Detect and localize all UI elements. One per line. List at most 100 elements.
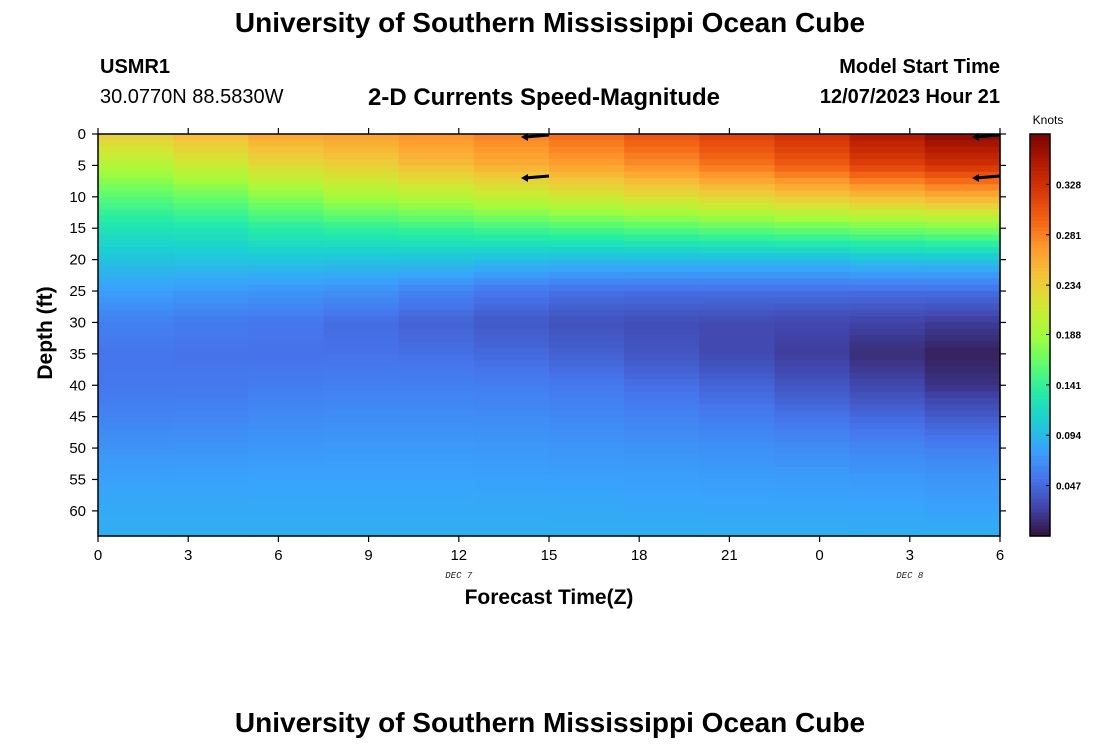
heatmap-cell	[323, 146, 400, 154]
heatmap-cell	[849, 284, 926, 292]
heatmap-cell	[699, 473, 776, 481]
colorbar-segment	[1030, 144, 1050, 148]
heatmap-cell	[473, 215, 550, 223]
heatmap-cell	[849, 272, 926, 280]
heatmap-cell	[549, 510, 625, 518]
heatmap-cell	[248, 165, 325, 173]
heatmap-cell	[248, 228, 325, 236]
heatmap-cell	[549, 140, 625, 148]
heatmap-cell	[173, 372, 249, 380]
heatmap-cell	[624, 479, 700, 487]
heatmap-cell	[774, 479, 851, 487]
heatmap-cell	[924, 159, 1001, 167]
heatmap-cell	[924, 284, 1001, 292]
heatmap-cell	[323, 360, 400, 368]
heatmap-cell	[774, 378, 851, 386]
heatmap-cell	[774, 335, 851, 342]
heatmap-cell	[624, 291, 700, 298]
heatmap-cell	[398, 353, 475, 361]
heatmap-cell	[473, 190, 550, 198]
heatmap-cell	[699, 335, 776, 342]
heatmap-cell	[774, 291, 851, 298]
heatmap-cell	[549, 322, 625, 330]
heatmap-cell	[398, 404, 475, 411]
heatmap-cell	[173, 228, 249, 236]
heatmap-cell	[398, 228, 475, 236]
heatmap-cell	[699, 316, 776, 324]
heatmap-cell	[774, 303, 851, 311]
heatmap-cell	[473, 378, 550, 386]
heatmap-cell	[624, 366, 700, 374]
heatmap-cell	[624, 215, 700, 223]
heatmap-cell	[98, 265, 174, 273]
colorbar-segment	[1030, 231, 1050, 236]
colorbar-segment	[1030, 244, 1050, 249]
heatmap-cell	[98, 303, 174, 311]
heatmap-cell	[699, 448, 776, 455]
heatmap-cell	[398, 134, 475, 141]
heatmap-cell	[173, 441, 249, 449]
heatmap-cell	[549, 228, 625, 236]
heatmap-cell	[774, 159, 851, 167]
colorbar-segment	[1030, 321, 1050, 326]
colorbar-segment	[1030, 405, 1050, 410]
heatmap-cell	[98, 184, 174, 192]
heatmap-cell	[699, 165, 776, 173]
colorbar-segment	[1030, 485, 1050, 490]
heatmap-cell	[924, 215, 1001, 223]
heatmap-cell	[323, 165, 400, 173]
heatmap-cell	[549, 259, 625, 267]
heatmap-cell	[549, 234, 625, 242]
heatmap-cell	[549, 366, 625, 374]
heatmap-cell	[549, 165, 625, 173]
heatmap-cell	[624, 165, 700, 173]
heatmap-cell	[323, 291, 400, 298]
heatmap-cell	[323, 479, 400, 487]
heatmap-cell	[549, 284, 625, 292]
heatmap-cell	[924, 297, 1001, 305]
heatmap-cell	[924, 510, 1001, 518]
heatmap-cell	[849, 454, 926, 462]
y-tick-label: 60	[69, 503, 86, 520]
heatmap-cell	[398, 385, 475, 393]
heatmap-cell	[248, 366, 325, 374]
colorbar-segment	[1030, 271, 1050, 276]
heatmap-cell	[699, 196, 776, 204]
heatmap-cell	[624, 460, 700, 468]
heatmap-cell	[924, 454, 1001, 462]
heatmap-cell	[699, 498, 776, 506]
colorbar-segment	[1030, 291, 1050, 296]
heatmap-cell	[248, 529, 325, 537]
heatmap-cell	[624, 177, 700, 185]
colorbar-segment	[1030, 251, 1050, 256]
heatmap-cell	[924, 385, 1001, 393]
heatmap-cell	[173, 366, 249, 374]
heatmap-cell	[323, 297, 400, 305]
heatmap-cell	[549, 297, 625, 305]
heatmap-cell	[849, 378, 926, 386]
footer-title: University of Southern Mississippi Ocean…	[234, 707, 866, 738]
heatmap-cell	[924, 498, 1001, 506]
heatmap-cell	[98, 397, 174, 405]
heatmap-cell	[323, 523, 400, 531]
heatmap-cell	[924, 228, 1001, 236]
heatmap-cell	[398, 140, 475, 148]
heatmap-cell	[549, 466, 625, 474]
page-title: University of Southern Mississippi Ocean…	[234, 7, 866, 38]
heatmap-cell	[849, 171, 926, 179]
heatmap-cell	[173, 466, 249, 474]
x-tick-label: 0	[815, 547, 823, 564]
heatmap-cell	[473, 429, 550, 437]
heatmap-cell	[473, 291, 550, 298]
heatmap-cell	[248, 234, 325, 242]
heatmap-cell	[473, 385, 550, 393]
heatmap-cell	[699, 510, 776, 518]
heatmap-cell	[849, 385, 926, 393]
heatmap-cell	[473, 435, 550, 443]
heatmap-cell	[624, 353, 700, 361]
heatmap-cell	[398, 284, 475, 292]
heatmap-cell	[849, 460, 926, 468]
heatmap-cell	[699, 203, 776, 210]
heatmap-cell	[248, 303, 325, 311]
heatmap-cell	[323, 152, 400, 160]
